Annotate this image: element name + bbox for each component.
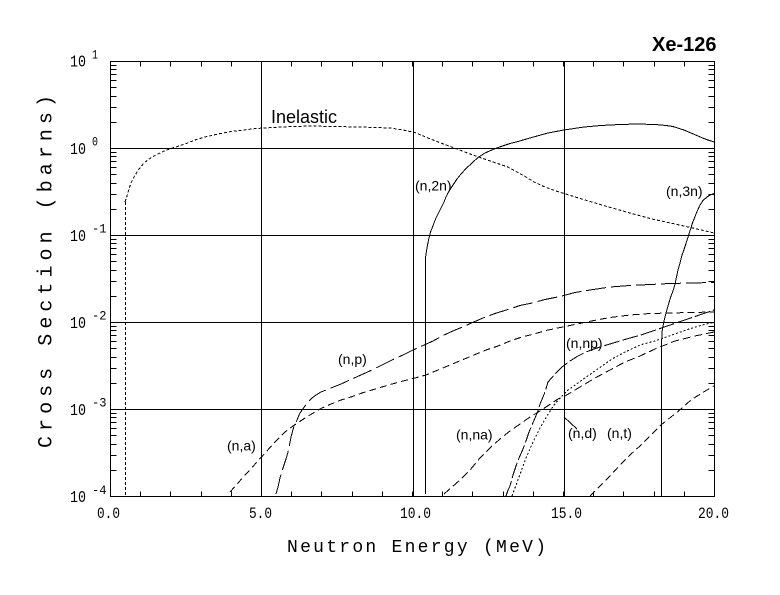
svg-text:10: 10 bbox=[70, 53, 86, 72]
svg-text:5.0: 5.0 bbox=[249, 505, 272, 523]
svg-text:-3: -3 bbox=[92, 396, 107, 411]
svg-text:-4: -4 bbox=[92, 483, 107, 498]
svg-text:10: 10 bbox=[70, 314, 86, 333]
svg-text:10: 10 bbox=[70, 227, 86, 246]
svg-text:(n,2n): (n,2n) bbox=[415, 178, 452, 194]
svg-text:Cross Section (barns): Cross Section (barns) bbox=[36, 95, 59, 448]
svg-text:10: 10 bbox=[70, 401, 86, 420]
svg-text:(n,p): (n,p) bbox=[338, 351, 367, 367]
svg-text:1: 1 bbox=[92, 47, 98, 62]
svg-text:(n,np): (n,np) bbox=[566, 335, 603, 351]
svg-text:0: 0 bbox=[92, 135, 98, 150]
svg-text:15.0: 15.0 bbox=[551, 505, 582, 523]
svg-text:20.0: 20.0 bbox=[698, 505, 729, 523]
svg-text:10: 10 bbox=[70, 140, 86, 159]
svg-text:(n,3n): (n,3n) bbox=[666, 183, 703, 199]
svg-text:(n,na): (n,na) bbox=[456, 427, 493, 443]
svg-text:Xe-126: Xe-126 bbox=[652, 34, 717, 56]
svg-text:(n,t): (n,t) bbox=[607, 425, 632, 441]
svg-text:Inelastic: Inelastic bbox=[271, 107, 337, 127]
svg-text:-2: -2 bbox=[92, 309, 107, 324]
svg-text:10: 10 bbox=[70, 488, 86, 507]
svg-text:(n,d): (n,d) bbox=[568, 425, 597, 441]
svg-text:-1: -1 bbox=[92, 222, 107, 237]
svg-text:10.0: 10.0 bbox=[400, 505, 431, 523]
svg-text:(n,a): (n,a) bbox=[227, 438, 256, 454]
svg-text:0.0: 0.0 bbox=[97, 505, 120, 523]
